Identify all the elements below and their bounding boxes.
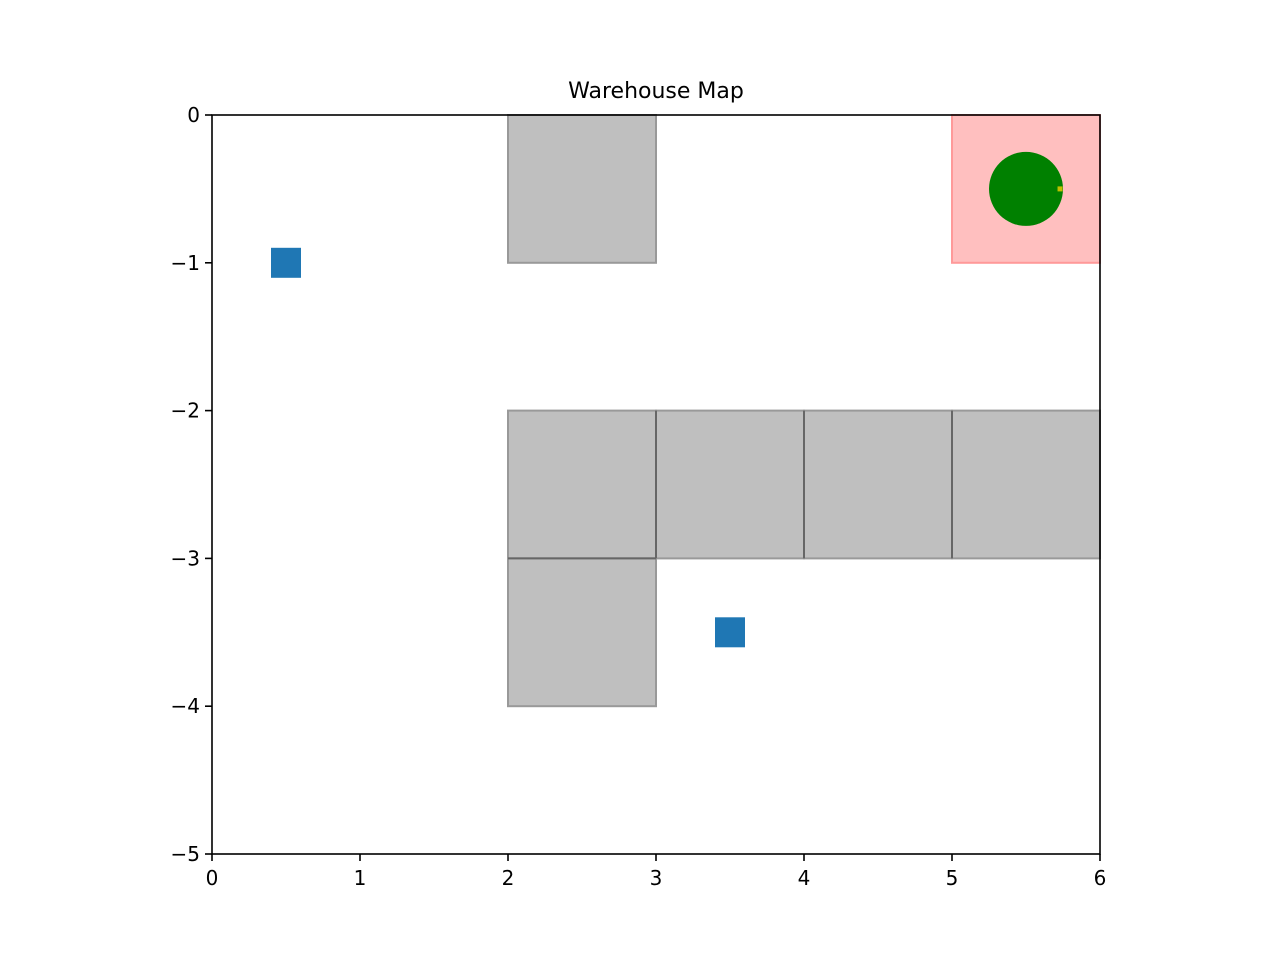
- x-tick-label: 5: [946, 866, 959, 890]
- y-tick-label: −2: [171, 399, 200, 423]
- y-tick-label: −3: [171, 546, 200, 570]
- x-tick-label: 4: [798, 866, 811, 890]
- items-layer: [271, 247, 745, 648]
- shelf-2: [507, 409, 657, 560]
- y-axis: 0 −1 −2 −3 −4 −5: [171, 103, 212, 866]
- y-tick-label: −1: [171, 251, 200, 275]
- shelf-3: [655, 409, 805, 560]
- shelf-1: [507, 114, 657, 264]
- chart-title: Warehouse Map: [568, 79, 744, 104]
- y-tick-label: −4: [171, 694, 200, 718]
- x-tick-label: 1: [354, 866, 367, 890]
- item-marker-2: [715, 617, 745, 648]
- shelves-layer: [507, 114, 1101, 708]
- shelf-4: [803, 409, 953, 560]
- plot-area: [211, 114, 1101, 855]
- shelf-5: [951, 409, 1101, 560]
- x-tick-label: 0: [206, 866, 219, 890]
- shelf-6: [507, 557, 657, 708]
- robot-heading-marker: [1057, 186, 1063, 192]
- x-tick-label: 6: [1094, 866, 1107, 890]
- x-tick-label: 2: [502, 866, 515, 890]
- robot-marker: [989, 151, 1063, 226]
- item-marker-1: [271, 247, 301, 278]
- y-tick-label: −5: [171, 842, 200, 866]
- x-tick-label: 3: [650, 866, 663, 890]
- y-tick-label: 0: [187, 103, 200, 127]
- robot-layer: [989, 151, 1063, 226]
- x-axis: 0 1 2 3 4 5 6: [206, 854, 1107, 890]
